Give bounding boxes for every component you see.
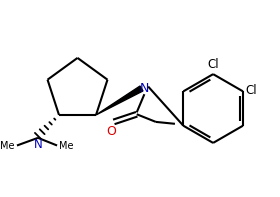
Text: O: O [106,125,116,138]
Text: Me: Me [59,141,73,151]
Text: Me: Me [0,141,14,151]
Text: N: N [140,82,149,95]
Polygon shape [96,86,143,115]
Text: Cl: Cl [207,58,219,71]
Text: Cl: Cl [246,84,257,97]
Text: N: N [34,138,42,151]
